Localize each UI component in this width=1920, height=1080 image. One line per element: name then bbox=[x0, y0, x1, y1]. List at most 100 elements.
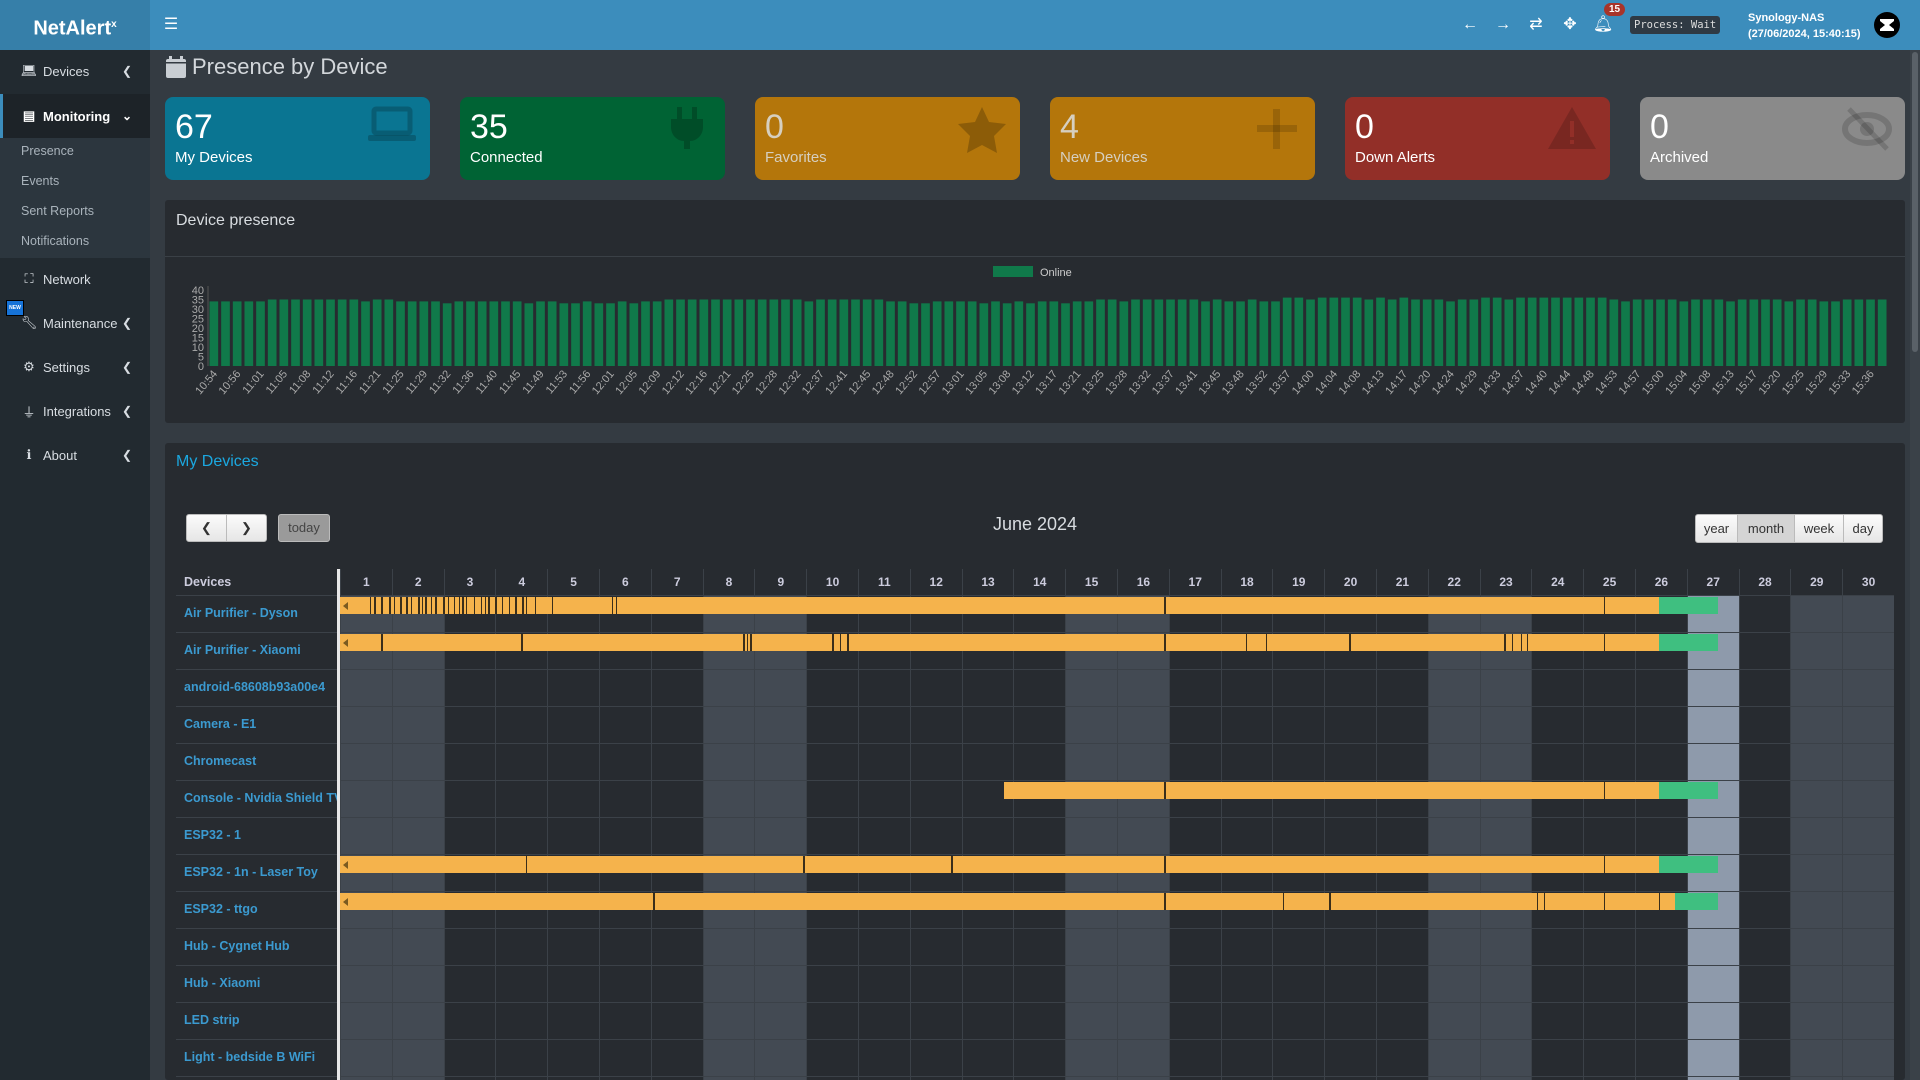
day-header[interactable]: 30 bbox=[1842, 569, 1894, 595]
day-header[interactable]: 18 bbox=[1220, 569, 1273, 595]
presence-session-bar[interactable] bbox=[1003, 782, 1659, 799]
device-name-link[interactable]: Hub - Xiaomi bbox=[184, 976, 261, 990]
current-session-bar[interactable] bbox=[1674, 893, 1718, 910]
submenu-notifications[interactable]: Notifications bbox=[21, 234, 90, 248]
day-column[interactable] bbox=[754, 596, 807, 1080]
forward-arrow-icon[interactable]: → bbox=[1495, 16, 1511, 33]
current-session-bar[interactable] bbox=[1658, 856, 1718, 873]
device-name-link[interactable]: Chromecast bbox=[184, 754, 257, 768]
day-header[interactable]: 4 bbox=[495, 569, 547, 595]
day-column[interactable] bbox=[1635, 596, 1687, 1080]
submenu-sent-reports[interactable]: Sent Reports bbox=[21, 204, 94, 218]
day-column[interactable] bbox=[1013, 596, 1065, 1080]
scrollbar[interactable] bbox=[1910, 50, 1920, 1080]
day-header[interactable]: 10 bbox=[806, 569, 858, 595]
day-column[interactable] bbox=[1376, 596, 1428, 1080]
sidebar-item-network[interactable]: ⛶ Network bbox=[0, 257, 150, 301]
day-column[interactable] bbox=[1168, 596, 1221, 1080]
sidebar-item-settings[interactable]: ⚙ Settings ❮ bbox=[0, 345, 150, 389]
day-column[interactable] bbox=[1842, 596, 1894, 1080]
day-header[interactable]: 24 bbox=[1531, 569, 1583, 595]
day-header[interactable]: 27 bbox=[1686, 569, 1739, 595]
day-header[interactable]: 16 bbox=[1117, 569, 1169, 595]
device-name-link[interactable]: Console - Nvidia Shield TV bbox=[184, 791, 340, 805]
notification-count-badge[interactable]: 15 bbox=[1604, 3, 1626, 16]
bell-icon[interactable]: 🔔︎ bbox=[1592, 16, 1614, 33]
current-session-bar[interactable] bbox=[1658, 597, 1718, 614]
day-column[interactable] bbox=[1220, 596, 1273, 1080]
submenu-presence[interactable]: Presence bbox=[21, 144, 74, 158]
hamburger-icon[interactable]: ☰ bbox=[163, 16, 179, 33]
sidebar-item-devices[interactable]: 💻︎ Devices ❮ bbox=[0, 49, 150, 93]
device-name-link[interactable]: Air Purifier - Dyson bbox=[184, 606, 298, 620]
day-column[interactable] bbox=[340, 596, 392, 1080]
logo[interactable]: NetAlertx bbox=[0, 0, 150, 50]
day-column[interactable] bbox=[702, 596, 755, 1080]
day-header[interactable]: 21 bbox=[1376, 569, 1428, 595]
day-column[interactable] bbox=[1324, 596, 1376, 1080]
day-header[interactable]: 2 bbox=[391, 569, 444, 595]
day-header[interactable]: 19 bbox=[1272, 569, 1324, 595]
device-name-link[interactable]: Hub - Cygnet Hub bbox=[184, 939, 290, 953]
day-header[interactable]: 28 bbox=[1738, 569, 1791, 595]
day-header[interactable]: 25 bbox=[1583, 569, 1635, 595]
card-my-devices[interactable]: 67 My Devices bbox=[165, 97, 430, 180]
device-name-link[interactable]: ESP32 - ttgo bbox=[184, 902, 258, 916]
day-column[interactable] bbox=[909, 596, 962, 1080]
device-name-link[interactable]: Camera - E1 bbox=[184, 717, 257, 731]
view-year-button[interactable]: year bbox=[1695, 514, 1738, 543]
day-column[interactable] bbox=[858, 596, 910, 1080]
day-column[interactable] bbox=[1686, 596, 1739, 1080]
day-column[interactable] bbox=[547, 596, 599, 1080]
device-name-link[interactable]: Air Purifier - Xiaomi bbox=[184, 643, 301, 657]
day-header[interactable]: 11 bbox=[858, 569, 910, 595]
day-column[interactable] bbox=[443, 596, 496, 1080]
back-arrow-icon[interactable]: ← bbox=[1462, 16, 1478, 33]
current-session-bar[interactable] bbox=[1658, 634, 1718, 651]
day-column[interactable] bbox=[495, 596, 547, 1080]
day-header[interactable]: 12 bbox=[909, 569, 962, 595]
day-header[interactable]: 17 bbox=[1168, 569, 1221, 595]
day-header[interactable]: 26 bbox=[1635, 569, 1687, 595]
device-name-link[interactable]: ESP32 - 1 bbox=[184, 828, 241, 842]
day-header[interactable]: 9 bbox=[754, 569, 806, 595]
refresh-icon[interactable]: ⇄ bbox=[1529, 16, 1543, 33]
today-button[interactable]: today bbox=[278, 514, 330, 542]
day-header[interactable]: 15 bbox=[1065, 569, 1117, 595]
day-header[interactable]: 14 bbox=[1013, 569, 1065, 595]
day-column[interactable] bbox=[650, 596, 703, 1080]
submenu-events[interactable]: Events bbox=[21, 174, 60, 188]
device-name-link[interactable]: ESP32 - 1n - Laser Toy bbox=[184, 865, 318, 879]
day-header[interactable]: 6 bbox=[599, 569, 651, 595]
day-header[interactable]: 29 bbox=[1790, 569, 1842, 595]
presence-session-bar[interactable] bbox=[340, 856, 1659, 873]
day-column[interactable] bbox=[599, 596, 651, 1080]
presence-session-bar[interactable] bbox=[340, 893, 1675, 910]
sidebar-item-monitoring[interactable]: ▤ Monitoring ⌄ bbox=[0, 94, 150, 138]
day-header[interactable]: 3 bbox=[443, 569, 496, 595]
day-column[interactable] bbox=[1117, 596, 1169, 1080]
device-name-link[interactable]: android-68608b93a00e4 bbox=[184, 680, 326, 694]
prev-month-button[interactable]: ❮ bbox=[186, 514, 227, 542]
day-header[interactable]: 7 bbox=[650, 569, 703, 595]
day-column[interactable] bbox=[1479, 596, 1532, 1080]
day-header[interactable]: 20 bbox=[1324, 569, 1376, 595]
day-header[interactable]: 5 bbox=[547, 569, 599, 595]
view-month-button[interactable]: month bbox=[1737, 514, 1795, 543]
current-session-bar[interactable] bbox=[1658, 782, 1718, 799]
day-header[interactable]: 1 bbox=[340, 569, 392, 595]
presence-session-bar[interactable] bbox=[340, 634, 1659, 651]
day-column[interactable] bbox=[1790, 596, 1843, 1080]
day-column[interactable] bbox=[961, 596, 1014, 1080]
sidebar-item-maintenance[interactable]: 🔧︎ Maintenance ❮ bbox=[0, 301, 150, 345]
day-column[interactable] bbox=[391, 596, 444, 1080]
view-week-button[interactable]: week bbox=[1794, 514, 1844, 543]
view-day-button[interactable]: day bbox=[1843, 514, 1883, 543]
day-column[interactable] bbox=[806, 596, 858, 1080]
card-connected[interactable]: 35 Connected bbox=[460, 97, 725, 180]
day-column[interactable] bbox=[1531, 596, 1583, 1080]
arrows-move-icon[interactable]: ✥ bbox=[1563, 16, 1577, 33]
sidebar-item-about[interactable]: ℹ About ❮ bbox=[0, 433, 150, 477]
devices-column-splitter[interactable] bbox=[337, 569, 340, 1080]
next-month-button[interactable]: ❯ bbox=[226, 514, 267, 542]
